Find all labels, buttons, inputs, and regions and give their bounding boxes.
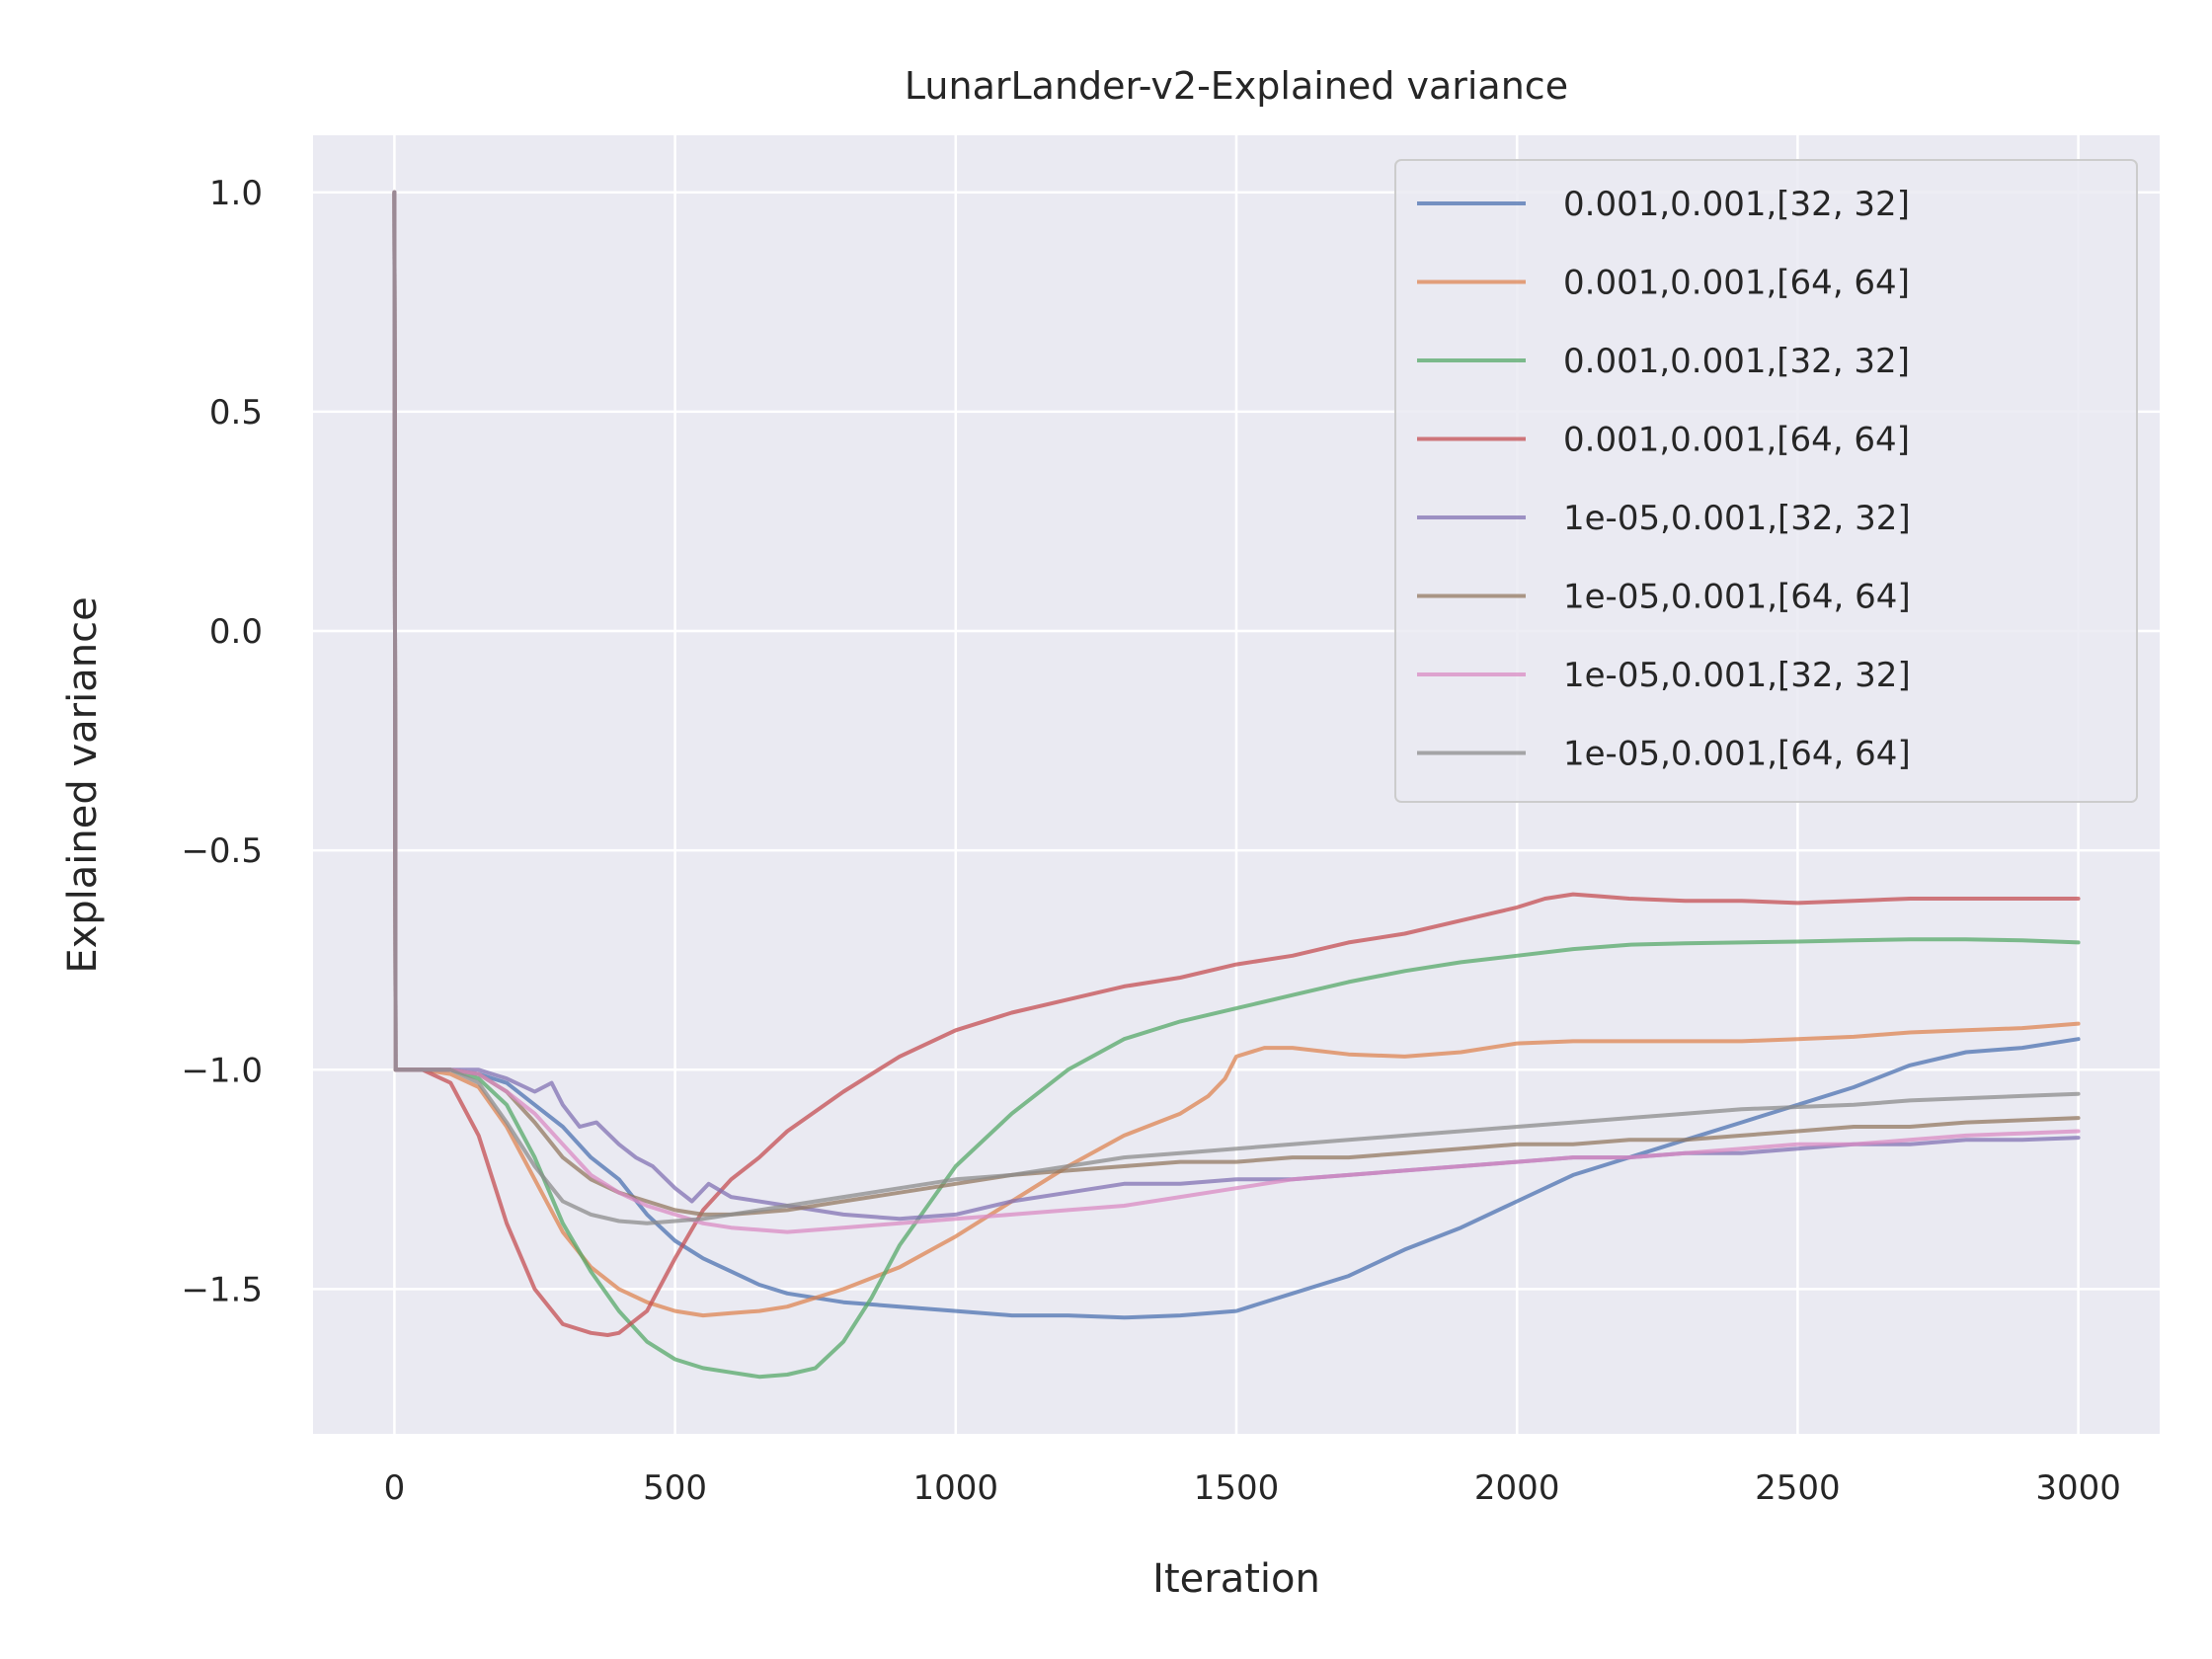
series-line-7 xyxy=(392,190,2081,1234)
series-line-4 xyxy=(392,190,2081,1337)
y-tick-label: −1.0 xyxy=(181,1051,263,1090)
legend-label: 1e-05,0.001,[32, 32] xyxy=(1563,656,1911,695)
y-tick-label: 0.0 xyxy=(209,612,263,652)
series-line-2 xyxy=(392,190,2081,1318)
x-tick-label: 1500 xyxy=(1194,1468,1280,1508)
legend: 0.001,0.001,[32, 32] 0.001,0.001,[64, 64]… xyxy=(1394,159,2138,803)
legend-label: 0.001,0.001,[64, 64] xyxy=(1563,264,1910,303)
legend-label: 1e-05,0.001,[64, 64] xyxy=(1563,578,1911,617)
chart-title: LunarLander-v2-Explained variance xyxy=(905,64,1568,108)
series-line-1 xyxy=(392,190,2081,1320)
series-line-3 xyxy=(392,190,2081,1380)
legend-label: 0.001,0.001,[32, 32] xyxy=(1563,342,1910,381)
series-line-6 xyxy=(392,190,2081,1217)
y-tick-label: −1.5 xyxy=(181,1270,263,1309)
legend-label: 0.001,0.001,[32, 32] xyxy=(1563,185,1910,224)
x-tick-label: 500 xyxy=(643,1468,707,1508)
x-tick-label: 0 xyxy=(384,1468,406,1508)
x-tick-label: 2000 xyxy=(1474,1468,1560,1508)
series-line-8 xyxy=(392,190,2081,1225)
y-tick-labels: 1.0 0.5 0.0 −0.5 −1.0 −1.5 xyxy=(181,174,263,1310)
legend-label: 1e-05,0.001,[32, 32] xyxy=(1563,499,1911,538)
series-group xyxy=(392,190,2081,1380)
legend-box xyxy=(1394,159,2138,803)
legend-label: 1e-05,0.001,[64, 64] xyxy=(1563,735,1911,774)
x-tick-labels: 0 500 1000 1500 2000 2500 3000 xyxy=(384,1468,2121,1508)
x-tick-label: 2500 xyxy=(1755,1468,1841,1508)
y-tick-label: 1.0 xyxy=(209,174,263,213)
legend-label: 0.001,0.001,[64, 64] xyxy=(1563,421,1910,460)
y-tick-label: −0.5 xyxy=(181,831,263,871)
x-tick-label: 1000 xyxy=(913,1468,999,1508)
x-axis-label: Iteration xyxy=(1152,1556,1320,1602)
x-tick-label: 3000 xyxy=(2035,1468,2121,1508)
y-axis-label: Explained variance xyxy=(60,596,106,973)
y-tick-label: 0.5 xyxy=(209,393,263,433)
